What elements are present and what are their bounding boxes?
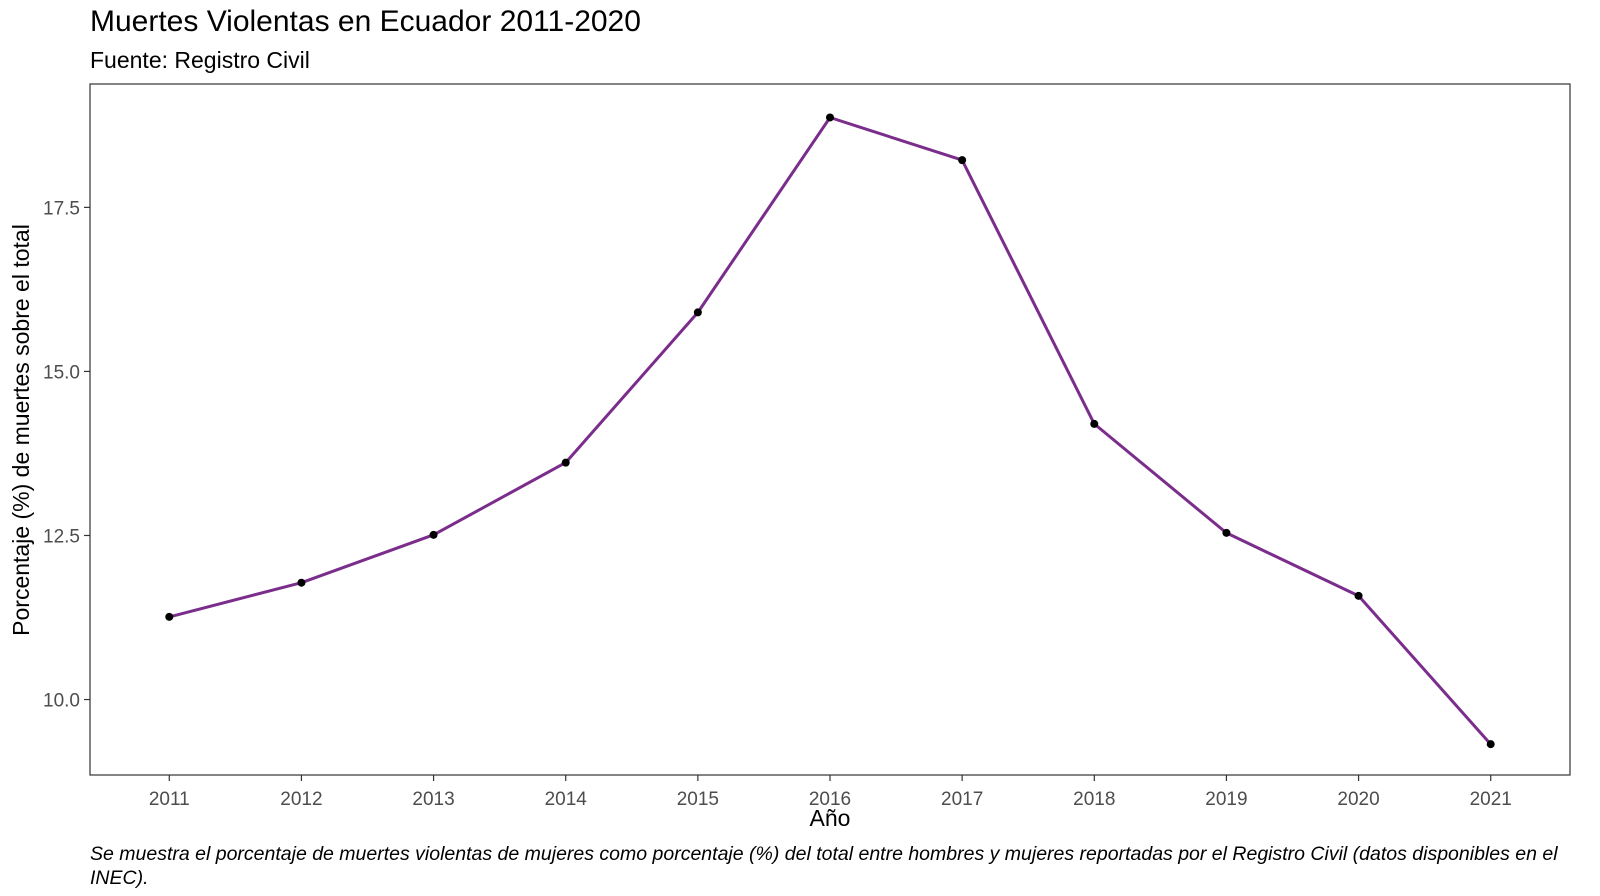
x-tick-label: 2018 xyxy=(1073,789,1115,810)
data-point-2014 xyxy=(561,458,570,467)
y-tick-label: 12.5 xyxy=(43,526,80,547)
y-tick-label: 17.5 xyxy=(43,198,80,219)
x-axis: 2011 2012 2013 2014 2015 2016 2017 2018 2019 2020… xyxy=(149,775,1512,810)
data-point-2018 xyxy=(1090,419,1099,428)
data-point-2013 xyxy=(429,530,438,539)
y-tick-label: 15.0 xyxy=(43,362,80,383)
y-axis: 10.0 12.5 15.0 17.5 xyxy=(43,198,90,712)
x-tick-label: 2020 xyxy=(1337,789,1379,810)
data-point-2012 xyxy=(297,578,306,587)
x-axis-title: Año xyxy=(810,805,851,831)
data-point-2017 xyxy=(958,156,967,165)
y-tick-label: 10.0 xyxy=(43,691,80,712)
chart-subtitle: Fuente: Registro Civil xyxy=(90,47,310,73)
data-point-2021 xyxy=(1486,740,1495,749)
data-point-2019 xyxy=(1222,528,1231,537)
x-tick-label: 2019 xyxy=(1205,789,1247,810)
chart-title: Muertes Violentas en Ecuador 2011-2020 xyxy=(90,5,641,38)
chart-caption: Se muestra el porcentaje de muertes viol… xyxy=(90,843,1558,889)
x-tick-label: 2011 xyxy=(149,789,190,810)
data-point-2016 xyxy=(826,113,834,122)
series-points xyxy=(165,113,1495,749)
x-tick-label: 2012 xyxy=(280,789,322,810)
x-tick-label: 2013 xyxy=(412,789,454,810)
y-axis-title: Porcentaje (%) de muertes sobre el total xyxy=(8,224,34,636)
data-point-2015 xyxy=(693,308,702,317)
series-line xyxy=(168,116,1492,746)
x-tick-label: 2021 xyxy=(1470,789,1512,810)
data-point-2011 xyxy=(165,612,174,621)
x-tick-label: 2017 xyxy=(941,789,983,810)
x-tick-label: 2015 xyxy=(677,789,719,810)
data-point-2020 xyxy=(1354,591,1363,600)
plot-panel xyxy=(89,83,1571,776)
x-tick-label: 2014 xyxy=(545,789,588,810)
x-tick-label: 2016 xyxy=(809,789,851,810)
